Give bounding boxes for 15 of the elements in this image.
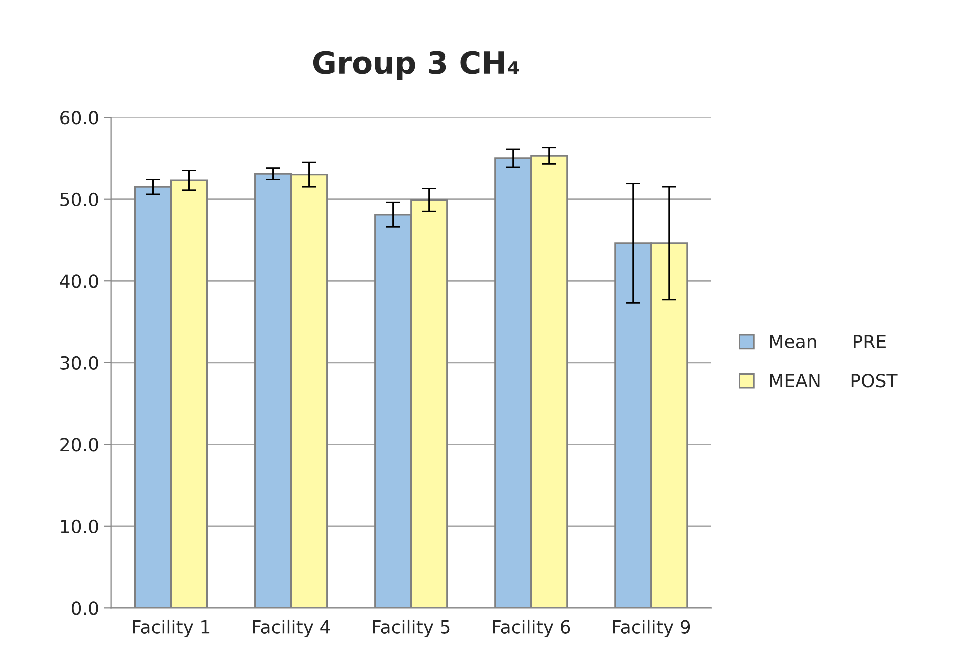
x-tick-label: Facility 9: [613, 620, 690, 638]
y-tick-label: 50.0: [60, 192, 98, 206]
chart-title: Group 3 CH₄: [313, 51, 520, 80]
legend-label: Mean PRE: [770, 335, 886, 349]
legend-label: MEAN POST: [770, 374, 898, 388]
y-tick-label: 40.0: [60, 274, 98, 288]
x-tick-label: Facility 5: [373, 620, 450, 638]
y-tick-label: 30.0: [60, 356, 98, 370]
x-tick-label: Facility 4: [253, 620, 330, 638]
y-tick-label: 60.0: [60, 111, 98, 125]
y-tick-label: 10.0: [61, 520, 98, 534]
y-tick-label: 20.0: [60, 438, 98, 452]
x-tick-label: Facility 1: [133, 620, 210, 638]
y-tick-label: 0.0: [72, 602, 98, 616]
x-tick-label: Facility 6: [493, 620, 570, 638]
